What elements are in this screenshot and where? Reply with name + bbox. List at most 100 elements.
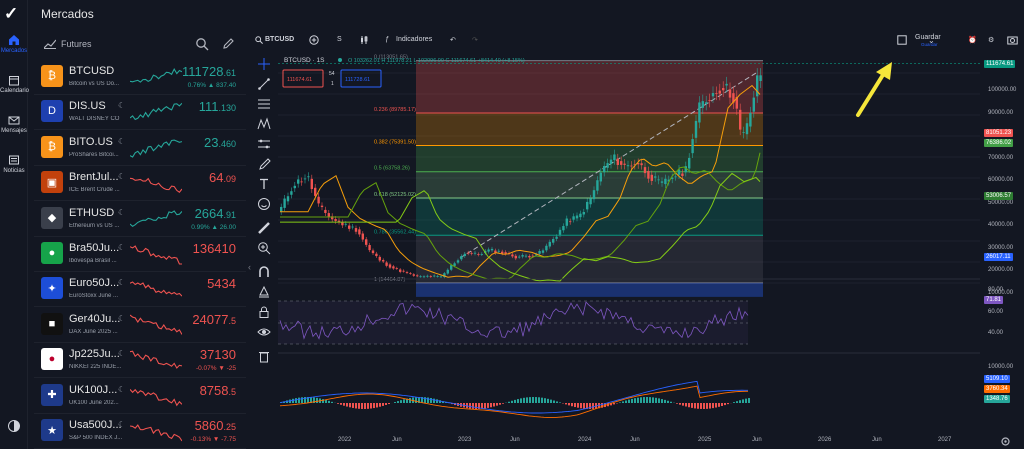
watchlist-title: Futures — [61, 39, 92, 49]
eye-icon[interactable] — [257, 325, 271, 339]
candle-body — [759, 75, 762, 81]
candle-body — [541, 250, 545, 253]
candle-body — [599, 172, 602, 182]
watchlist-row[interactable]: ● Bra50Ju... ☾ Ibovespa Brasil ... 136410 — [34, 237, 246, 272]
price-scale-label: 90000.00 — [988, 109, 1014, 116]
lock-drawings-icon[interactable] — [257, 285, 271, 299]
candle-body — [698, 102, 701, 123]
macd-histogram-bar — [472, 403, 474, 409]
add-symbol-icon[interactable] — [309, 35, 319, 45]
watchlist-row[interactable]: ● Jp225Ju... ☾ NIKKEI 225 INDE... 37130 -0.07… — [34, 343, 246, 379]
collapse-panel-icon[interactable]: ‹ — [248, 262, 251, 272]
candles-icon[interactable] — [359, 35, 369, 45]
redo-icon[interactable]: ↷ — [472, 37, 478, 44]
brush-icon[interactable] — [257, 157, 271, 171]
axis-settings-icon[interactable] — [1000, 436, 1011, 447]
candle-body — [620, 161, 623, 165]
candle-body — [473, 252, 477, 254]
edit-icon[interactable] — [221, 37, 235, 51]
macd-histogram-bar — [568, 403, 570, 406]
watchlist-row[interactable]: ▣ BrentJul... ☾ ICE Brent Crude ... 64.09 — [34, 166, 246, 202]
candle-body — [640, 163, 643, 166]
macd-histogram-bar — [613, 403, 615, 405]
zoom-in-icon[interactable] — [257, 241, 271, 255]
indicators-fx-icon[interactable]: ƒ — [385, 36, 389, 43]
crosshair-icon[interactable] — [257, 57, 271, 71]
candle-body — [647, 170, 650, 179]
alert-icon[interactable]: ⏰ — [968, 37, 977, 44]
asset-symbol: UK100J... — [69, 383, 118, 396]
candle-body — [310, 178, 313, 190]
candle-body — [470, 252, 473, 254]
settings-gear-icon[interactable]: ⚙ — [988, 37, 995, 44]
watchlist-row[interactable]: ✦ Euro50J... ☾ EuroStoxx June ... 5434 — [34, 272, 246, 308]
candle-body — [490, 248, 494, 251]
macd-histogram-bar — [409, 397, 411, 403]
watchlist-row[interactable]: D DIS.US ☾ WALT DISNEY CO 111.130 — [34, 95, 246, 131]
candle-body — [552, 238, 555, 243]
save-button[interactable]: Guardar — [915, 34, 941, 41]
asset-price: 24077.5 — [192, 312, 236, 327]
asset-logo-icon: ● — [41, 348, 63, 371]
fib-retracement-icon[interactable] — [257, 97, 271, 111]
interval-button[interactable]: S — [337, 36, 342, 43]
watchlist-row[interactable]: ✚ UK100J... ☾ UK100 June 202... 8758.5 — [34, 379, 246, 414]
macd-histogram-bar — [406, 398, 408, 403]
price-scale[interactable]: 100000.0090000.0080000.0070000.0060000.0… — [982, 53, 1024, 449]
asset-symbol: Usa500J... — [69, 419, 122, 431]
macd-histogram-bar — [514, 399, 516, 403]
watchlist-row[interactable]: ■ Ger40Ju... ☾ DAX June 2025 ... 24077.5 — [34, 308, 246, 343]
macd-histogram-bar — [331, 401, 333, 403]
theme-toggle-icon[interactable] — [7, 419, 21, 433]
candle-body — [535, 254, 538, 256]
symbol-button[interactable]: BTCUSD — [265, 36, 295, 43]
time-axis[interactable]: 2022 Jun 2023 Jun 2024 Jun 2025 Jun 2026 Jun 2027 — [278, 437, 980, 447]
macd-histogram-bar — [418, 397, 420, 403]
magnet-icon[interactable] — [257, 265, 271, 279]
price-main: 111 — [198, 99, 219, 115]
watchlist-row[interactable]: ◆ ETHUSD ☾ Ethereum vs US ... 2664.91 0.99% ▲… — [34, 202, 246, 237]
camera-icon[interactable] — [1007, 35, 1018, 45]
macd-histogram-bar — [697, 403, 699, 409]
watchlist-row[interactable]: ₿ BTCUSD Bitcoin vs US Do... 111728.61 0.76%… — [34, 60, 246, 95]
layout-icon[interactable] — [897, 35, 907, 45]
nav-item-calendario[interactable]: Calendario — [0, 74, 29, 94]
macd-histogram-bar — [442, 401, 444, 403]
macd-histogram-bar — [571, 403, 573, 407]
trend-line-icon[interactable] — [257, 77, 271, 91]
search-icon[interactable] — [195, 37, 209, 51]
candle-body — [337, 220, 341, 222]
sparkline — [130, 103, 182, 121]
price-tag: 111674.61 — [984, 59, 1016, 68]
macd-histogram-bar — [637, 397, 639, 403]
lock-icon[interactable] — [257, 305, 271, 319]
save-dropdown-icon[interactable]: ⌄ — [928, 36, 935, 45]
macd-histogram-bar — [430, 398, 432, 403]
ruler-icon[interactable] — [257, 221, 271, 235]
nav-item-noticias[interactable]: Noticias — [0, 154, 28, 174]
price-main: 23 — [204, 134, 219, 150]
candle-body — [341, 222, 344, 226]
text-icon[interactable] — [257, 177, 271, 191]
measure-icon[interactable] — [257, 137, 271, 151]
candle-body — [725, 83, 728, 86]
macd-histogram-bar — [694, 403, 696, 409]
macd-histogram-bar — [385, 403, 387, 405]
indicators-button[interactable]: Indicadores — [396, 36, 433, 43]
nav-item-mercados[interactable]: Mercados — [0, 34, 28, 54]
trash-icon[interactable] — [257, 349, 271, 363]
macd-histogram-bar — [670, 401, 672, 403]
nav-item-mensajes[interactable]: Mensajes — [0, 114, 28, 134]
macd-histogram-bar — [487, 403, 489, 408]
watchlist-row[interactable]: ₿ BITO.US ☾ ProShares Bitcoi... 23.460 — [34, 131, 246, 166]
macd-scale-label: 10000.00 — [988, 364, 1014, 370]
undo-icon[interactable]: ↶ — [450, 37, 456, 44]
watchlist-row[interactable]: ★ Usa500J... ☾ S&P 500 INDEX J... 5860.25 -0.… — [34, 414, 246, 449]
pattern-icon[interactable] — [257, 117, 271, 131]
candle-body — [351, 226, 354, 228]
ma-green-line — [280, 152, 761, 280]
candle-body — [684, 166, 687, 173]
candle-body — [331, 216, 334, 220]
price-chart[interactable]: 0 (113051.65) 0.236 (89785.17) 0.382 (7539… — [278, 53, 980, 431]
emoji-icon[interactable] — [257, 197, 271, 211]
